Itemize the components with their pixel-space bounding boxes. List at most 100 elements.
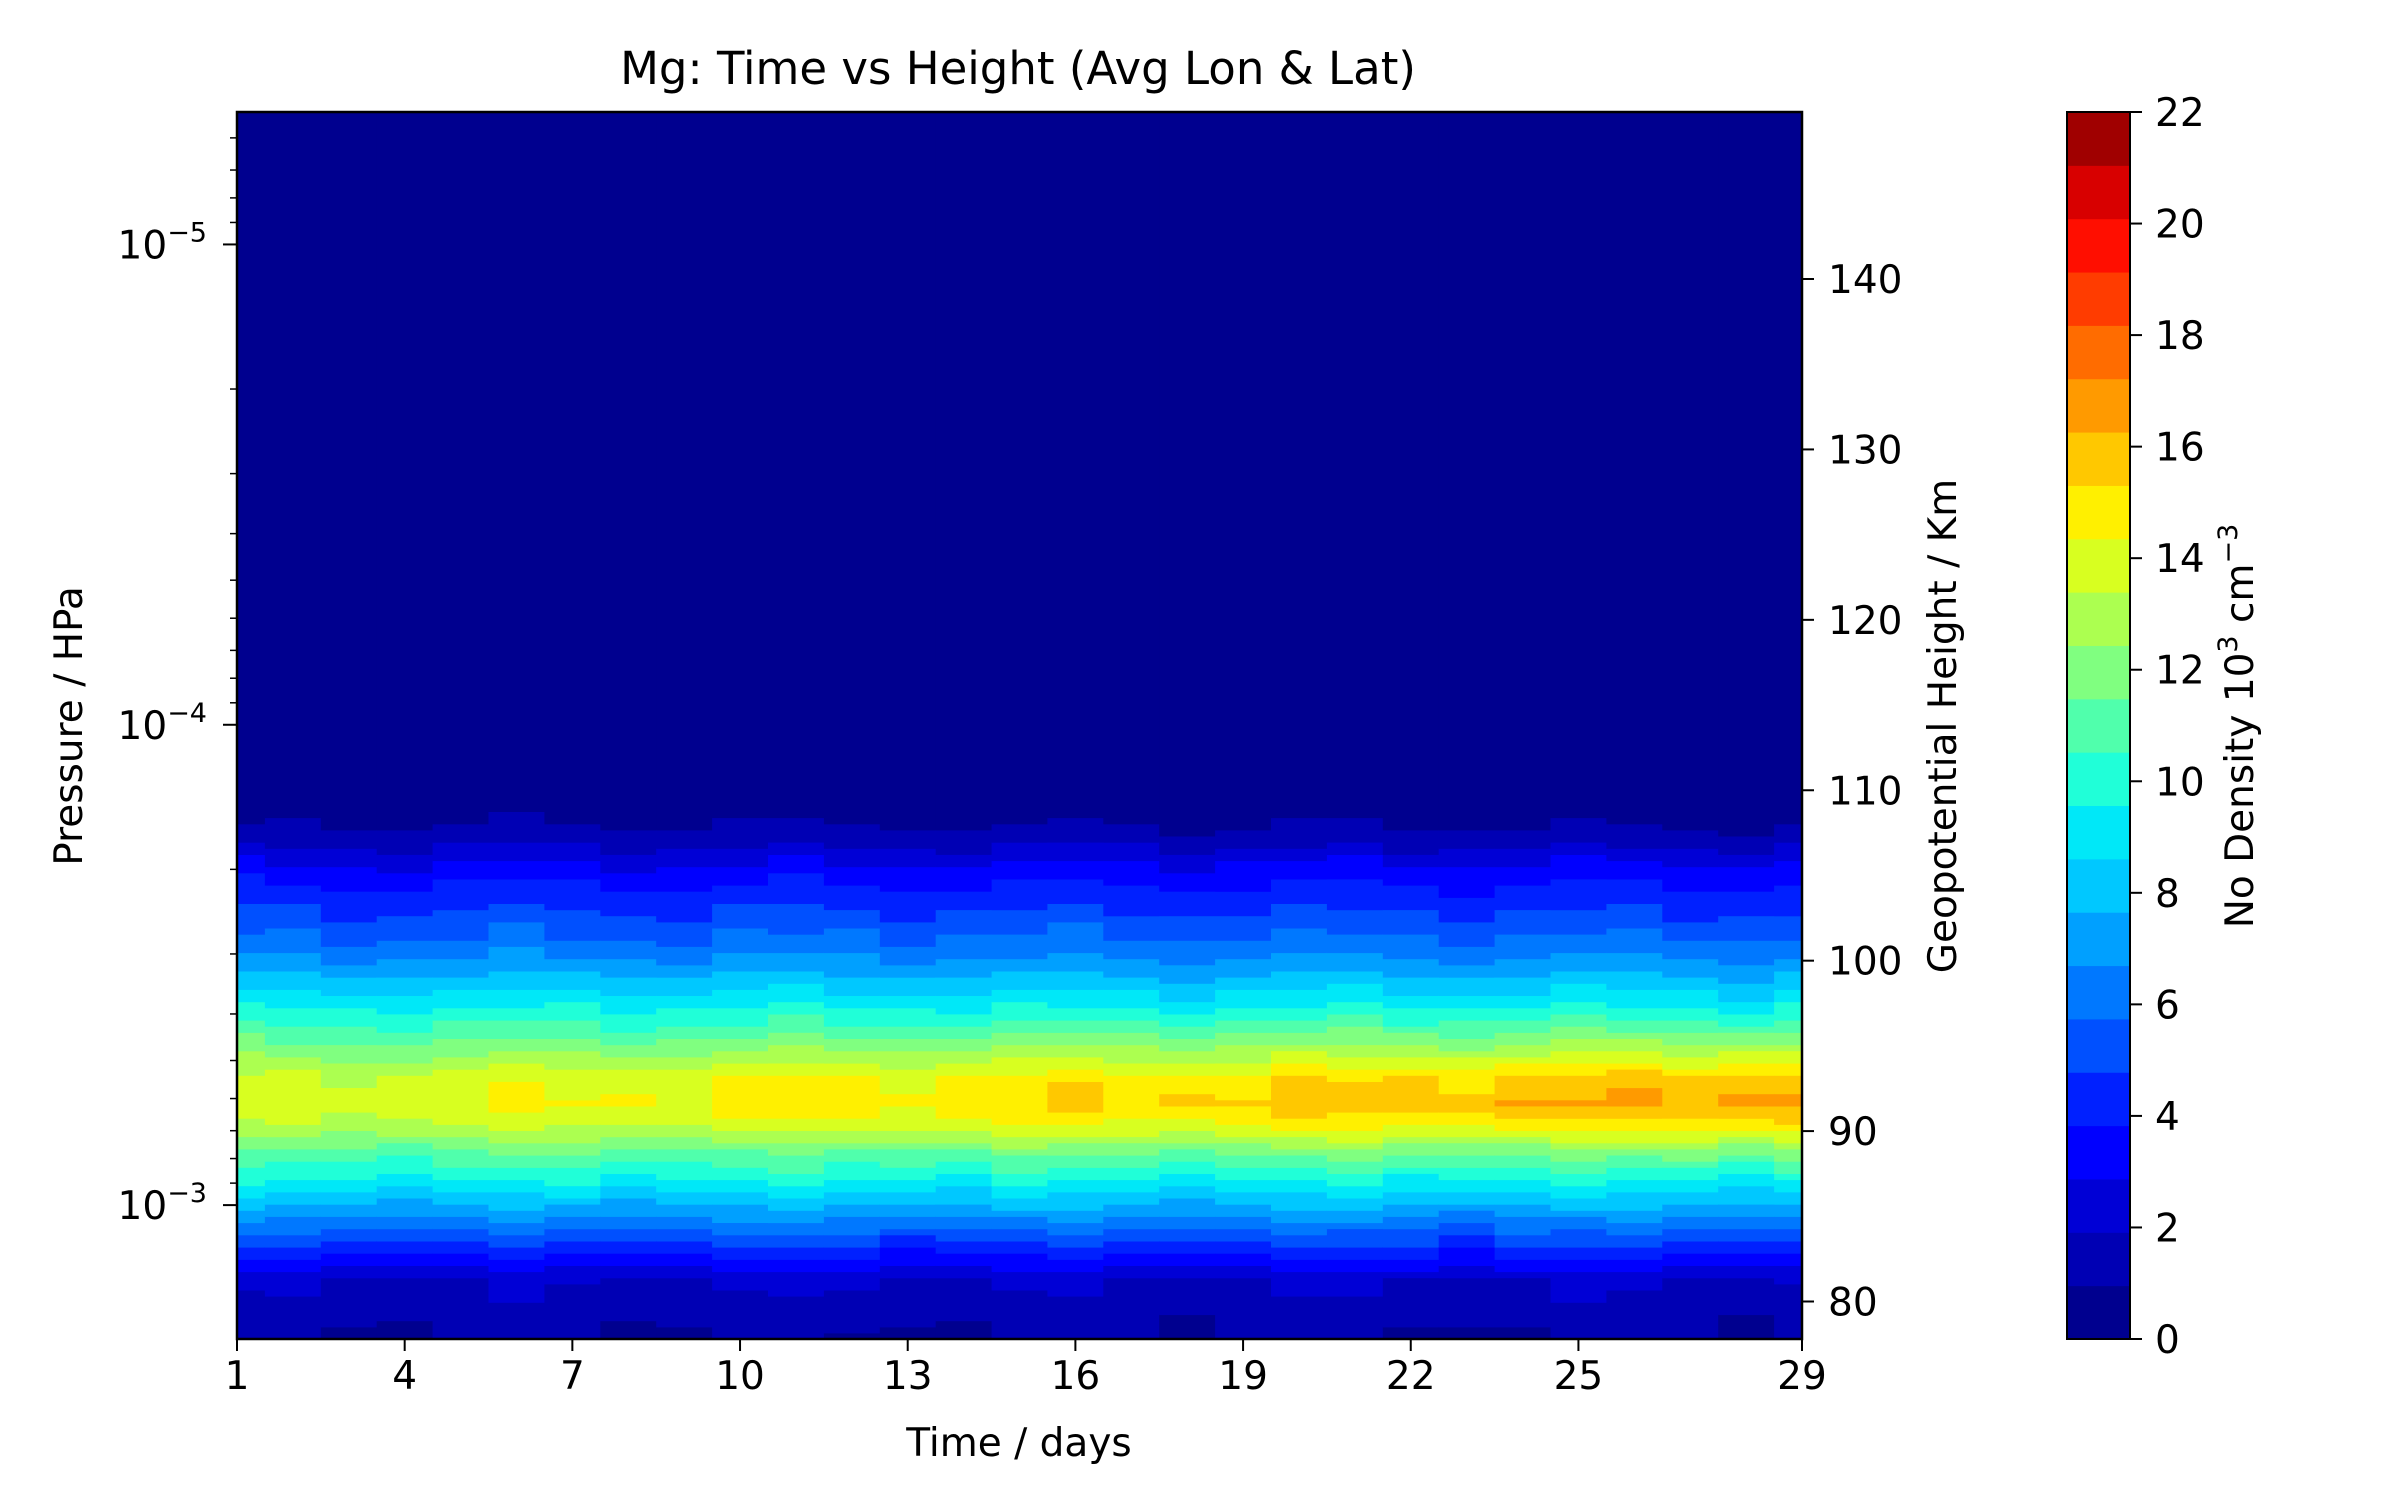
contour-band xyxy=(1382,1112,1440,1125)
contour-band xyxy=(376,1155,434,1174)
contour-band xyxy=(935,112,993,831)
contour-band xyxy=(768,1142,825,1156)
contour-band xyxy=(600,1044,657,1058)
contour-band xyxy=(768,970,825,984)
contour-band xyxy=(1662,866,1719,892)
colorbar-band xyxy=(2067,378,2130,433)
contour-band xyxy=(879,946,937,966)
contour-band xyxy=(1774,1148,1803,1162)
contour-band xyxy=(237,1136,266,1150)
contour-band xyxy=(1494,1130,1552,1138)
contour-band xyxy=(1438,1210,1496,1224)
contour-band xyxy=(1718,964,1775,984)
contour-band xyxy=(1103,1204,1160,1217)
contour-band xyxy=(1606,1289,1663,1340)
contour-band xyxy=(1774,1050,1803,1064)
contour-band xyxy=(1103,1155,1160,1168)
contour-band xyxy=(1606,1271,1663,1291)
contour-band xyxy=(935,1130,993,1144)
contour-band xyxy=(935,977,993,996)
contour-band xyxy=(1606,952,1663,972)
contour-band xyxy=(432,1124,490,1138)
contour-band xyxy=(1382,1277,1440,1328)
colorbar-band xyxy=(2067,485,2130,540)
contour-band xyxy=(1326,1161,1384,1174)
contour-band xyxy=(823,1142,881,1150)
contour-band xyxy=(935,1118,993,1131)
contour-band xyxy=(1550,1105,1607,1119)
contour-band xyxy=(1438,866,1496,898)
contour-band xyxy=(264,1056,322,1070)
contour-band xyxy=(1382,885,1440,911)
contour-band xyxy=(879,964,937,978)
contour-band xyxy=(1774,823,1803,843)
contour-band xyxy=(1103,1277,1160,1340)
contour-band xyxy=(1550,1130,1607,1144)
x-tick-label: 22 xyxy=(1386,1354,1436,1399)
contour-band xyxy=(488,1155,545,1168)
contour-band xyxy=(1047,1179,1104,1193)
contour-band xyxy=(656,1007,713,1027)
contour-band xyxy=(1047,1167,1104,1181)
contour-band xyxy=(376,1075,434,1119)
contour-band xyxy=(1494,1191,1552,1205)
contour-band xyxy=(1494,1044,1552,1058)
contour-band xyxy=(1662,1240,1719,1254)
contour-band xyxy=(656,995,713,1009)
contour-band xyxy=(1774,1044,1803,1052)
contour-band xyxy=(935,1320,993,1340)
contour-band xyxy=(1215,1075,1272,1101)
contour-band xyxy=(1718,1155,1775,1162)
x-tick-label: 29 xyxy=(1777,1354,1827,1399)
contour-band xyxy=(823,1289,881,1334)
contour-band xyxy=(1774,940,1803,960)
contour-band xyxy=(879,1326,937,1340)
contour-band xyxy=(991,1253,1049,1273)
contour-band xyxy=(544,1228,601,1242)
contour-band xyxy=(1103,112,1160,825)
contour-band xyxy=(320,995,378,1009)
plot-area xyxy=(237,112,1803,1340)
contour-band xyxy=(1438,1204,1496,1211)
contour-band xyxy=(1159,1314,1216,1340)
contour-band xyxy=(656,1326,713,1340)
contour-band xyxy=(1774,1130,1803,1144)
contour-band xyxy=(991,1197,1049,1211)
contour-band xyxy=(935,829,993,855)
contour-band xyxy=(1215,940,1272,960)
contour-band xyxy=(1494,1099,1552,1107)
contour-band xyxy=(1047,817,1104,843)
contour-band xyxy=(264,817,322,849)
contour-band xyxy=(991,1228,1049,1242)
colorbar-tick-label: 6 xyxy=(2155,983,2180,1028)
contour-band xyxy=(544,1142,601,1156)
contour-band xyxy=(376,1197,434,1217)
contour-band xyxy=(1550,1210,1607,1217)
contour-band xyxy=(1047,1259,1104,1273)
contour-band xyxy=(1494,1062,1552,1076)
contour-band xyxy=(879,1038,937,1052)
contour-band xyxy=(712,1204,769,1223)
contour-band xyxy=(1438,1234,1496,1248)
contour-band xyxy=(935,909,993,935)
contour-band xyxy=(1606,1130,1663,1144)
contour-band xyxy=(1047,1136,1104,1144)
contour-band xyxy=(544,1265,601,1285)
contour-band xyxy=(656,1216,713,1230)
contour-band xyxy=(376,1216,434,1230)
contour-band xyxy=(935,1240,993,1254)
contour-band xyxy=(1382,1136,1440,1144)
contour-band xyxy=(264,885,322,904)
contour-band xyxy=(1606,1105,1663,1119)
contour-band xyxy=(1271,817,1328,849)
contour-band xyxy=(823,1259,881,1273)
contour-band xyxy=(656,1069,713,1125)
x-tick-label: 16 xyxy=(1051,1354,1101,1399)
colorbar-tick-label: 20 xyxy=(2155,203,2205,248)
contour-band xyxy=(1215,977,1272,990)
contour-band xyxy=(768,1075,825,1119)
contour-band xyxy=(1606,1118,1663,1131)
contour-band xyxy=(488,1302,545,1340)
contour-band xyxy=(1159,964,1216,984)
contour-band xyxy=(1606,1032,1663,1039)
